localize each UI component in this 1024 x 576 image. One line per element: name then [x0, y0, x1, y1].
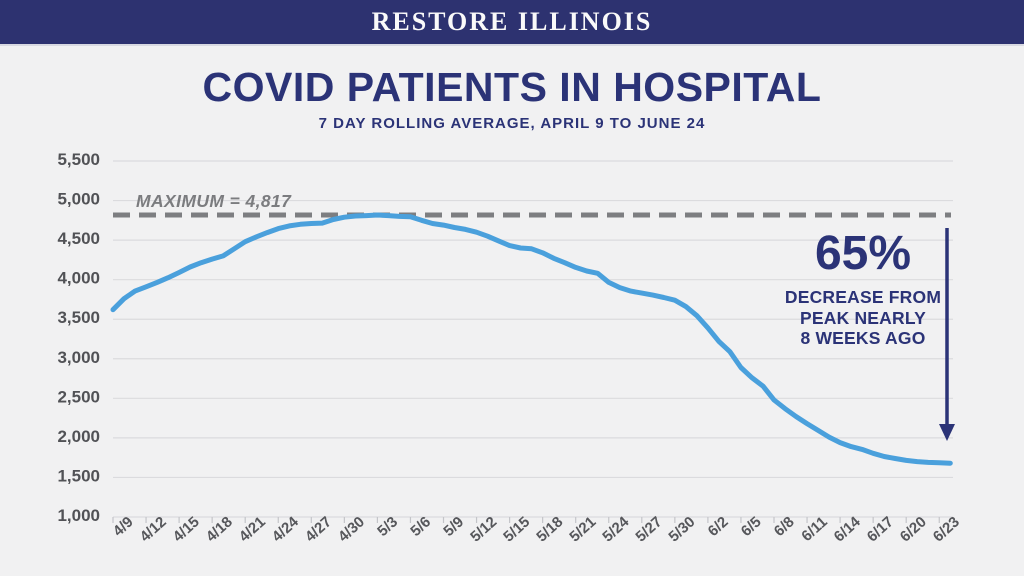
decrease-annotation: 65% DECREASE FROM PEAK NEARLY 8 WEEKS AG… [768, 230, 958, 349]
app-banner: RESTORE ILLINOIS [0, 0, 1024, 46]
x-axis-label: 5/21 [566, 513, 599, 545]
x-axis-label: 6/14 [831, 513, 865, 546]
x-axis-label: 4/15 [170, 513, 203, 545]
y-axis-label: 1,500 [57, 466, 100, 485]
annotation-line-3: 8 WEEKS AGO [800, 328, 926, 348]
x-axis-label: 5/30 [665, 513, 698, 545]
x-axis-label: 6/20 [897, 513, 930, 545]
x-axis-label: 6/11 [798, 513, 830, 545]
y-axis-label: 2,500 [57, 387, 100, 406]
x-axis-label: 4/27 [302, 513, 335, 545]
annotation-line-1: DECREASE FROM [784, 287, 942, 307]
y-axis-label: 5,000 [57, 190, 100, 209]
trend-line [110, 212, 953, 466]
page-title: COVID PATIENTS IN HOSPITAL [202, 64, 822, 110]
x-axis-label: 5/24 [599, 513, 633, 546]
y-axis-label: 3,500 [57, 308, 100, 327]
max-line-label: MAXIMUM = 4,817 [136, 191, 292, 211]
x-axis-label: 4/21 [236, 513, 269, 545]
y-axis-label: 1,000 [57, 506, 100, 525]
x-axis-label: 4/18 [203, 513, 236, 545]
y-axis-label: 5,500 [57, 150, 100, 169]
banner-title: RESTORE ILLINOIS [371, 7, 653, 36]
x-axis-label: 4/30 [335, 513, 368, 545]
decrease-arrowhead [939, 424, 955, 441]
decrease-percent: 65% [814, 227, 912, 280]
y-axis-label: 4,000 [57, 269, 100, 288]
x-axis-label: 5/18 [533, 513, 566, 545]
x-axis-label: 4/24 [269, 513, 303, 546]
x-axis-label: 4/12 [137, 513, 170, 545]
y-axis-label: 4,500 [57, 229, 100, 248]
annotation-line-2: PEAK NEARLY [799, 307, 927, 328]
y-axis-label: 3,000 [57, 348, 100, 367]
y-axis-label: 2,000 [57, 427, 100, 446]
chart-subtitle: 7 DAY ROLLING AVERAGE, APRIL 9 TO JUNE 2… [318, 115, 706, 132]
x-axis-label: 5/27 [632, 513, 665, 545]
x-axis-label: 6/23 [930, 513, 963, 545]
x-axis-label: 5/12 [467, 513, 500, 545]
x-axis-label: 5/15 [500, 513, 533, 545]
x-axis-label: 6/17 [864, 513, 897, 545]
